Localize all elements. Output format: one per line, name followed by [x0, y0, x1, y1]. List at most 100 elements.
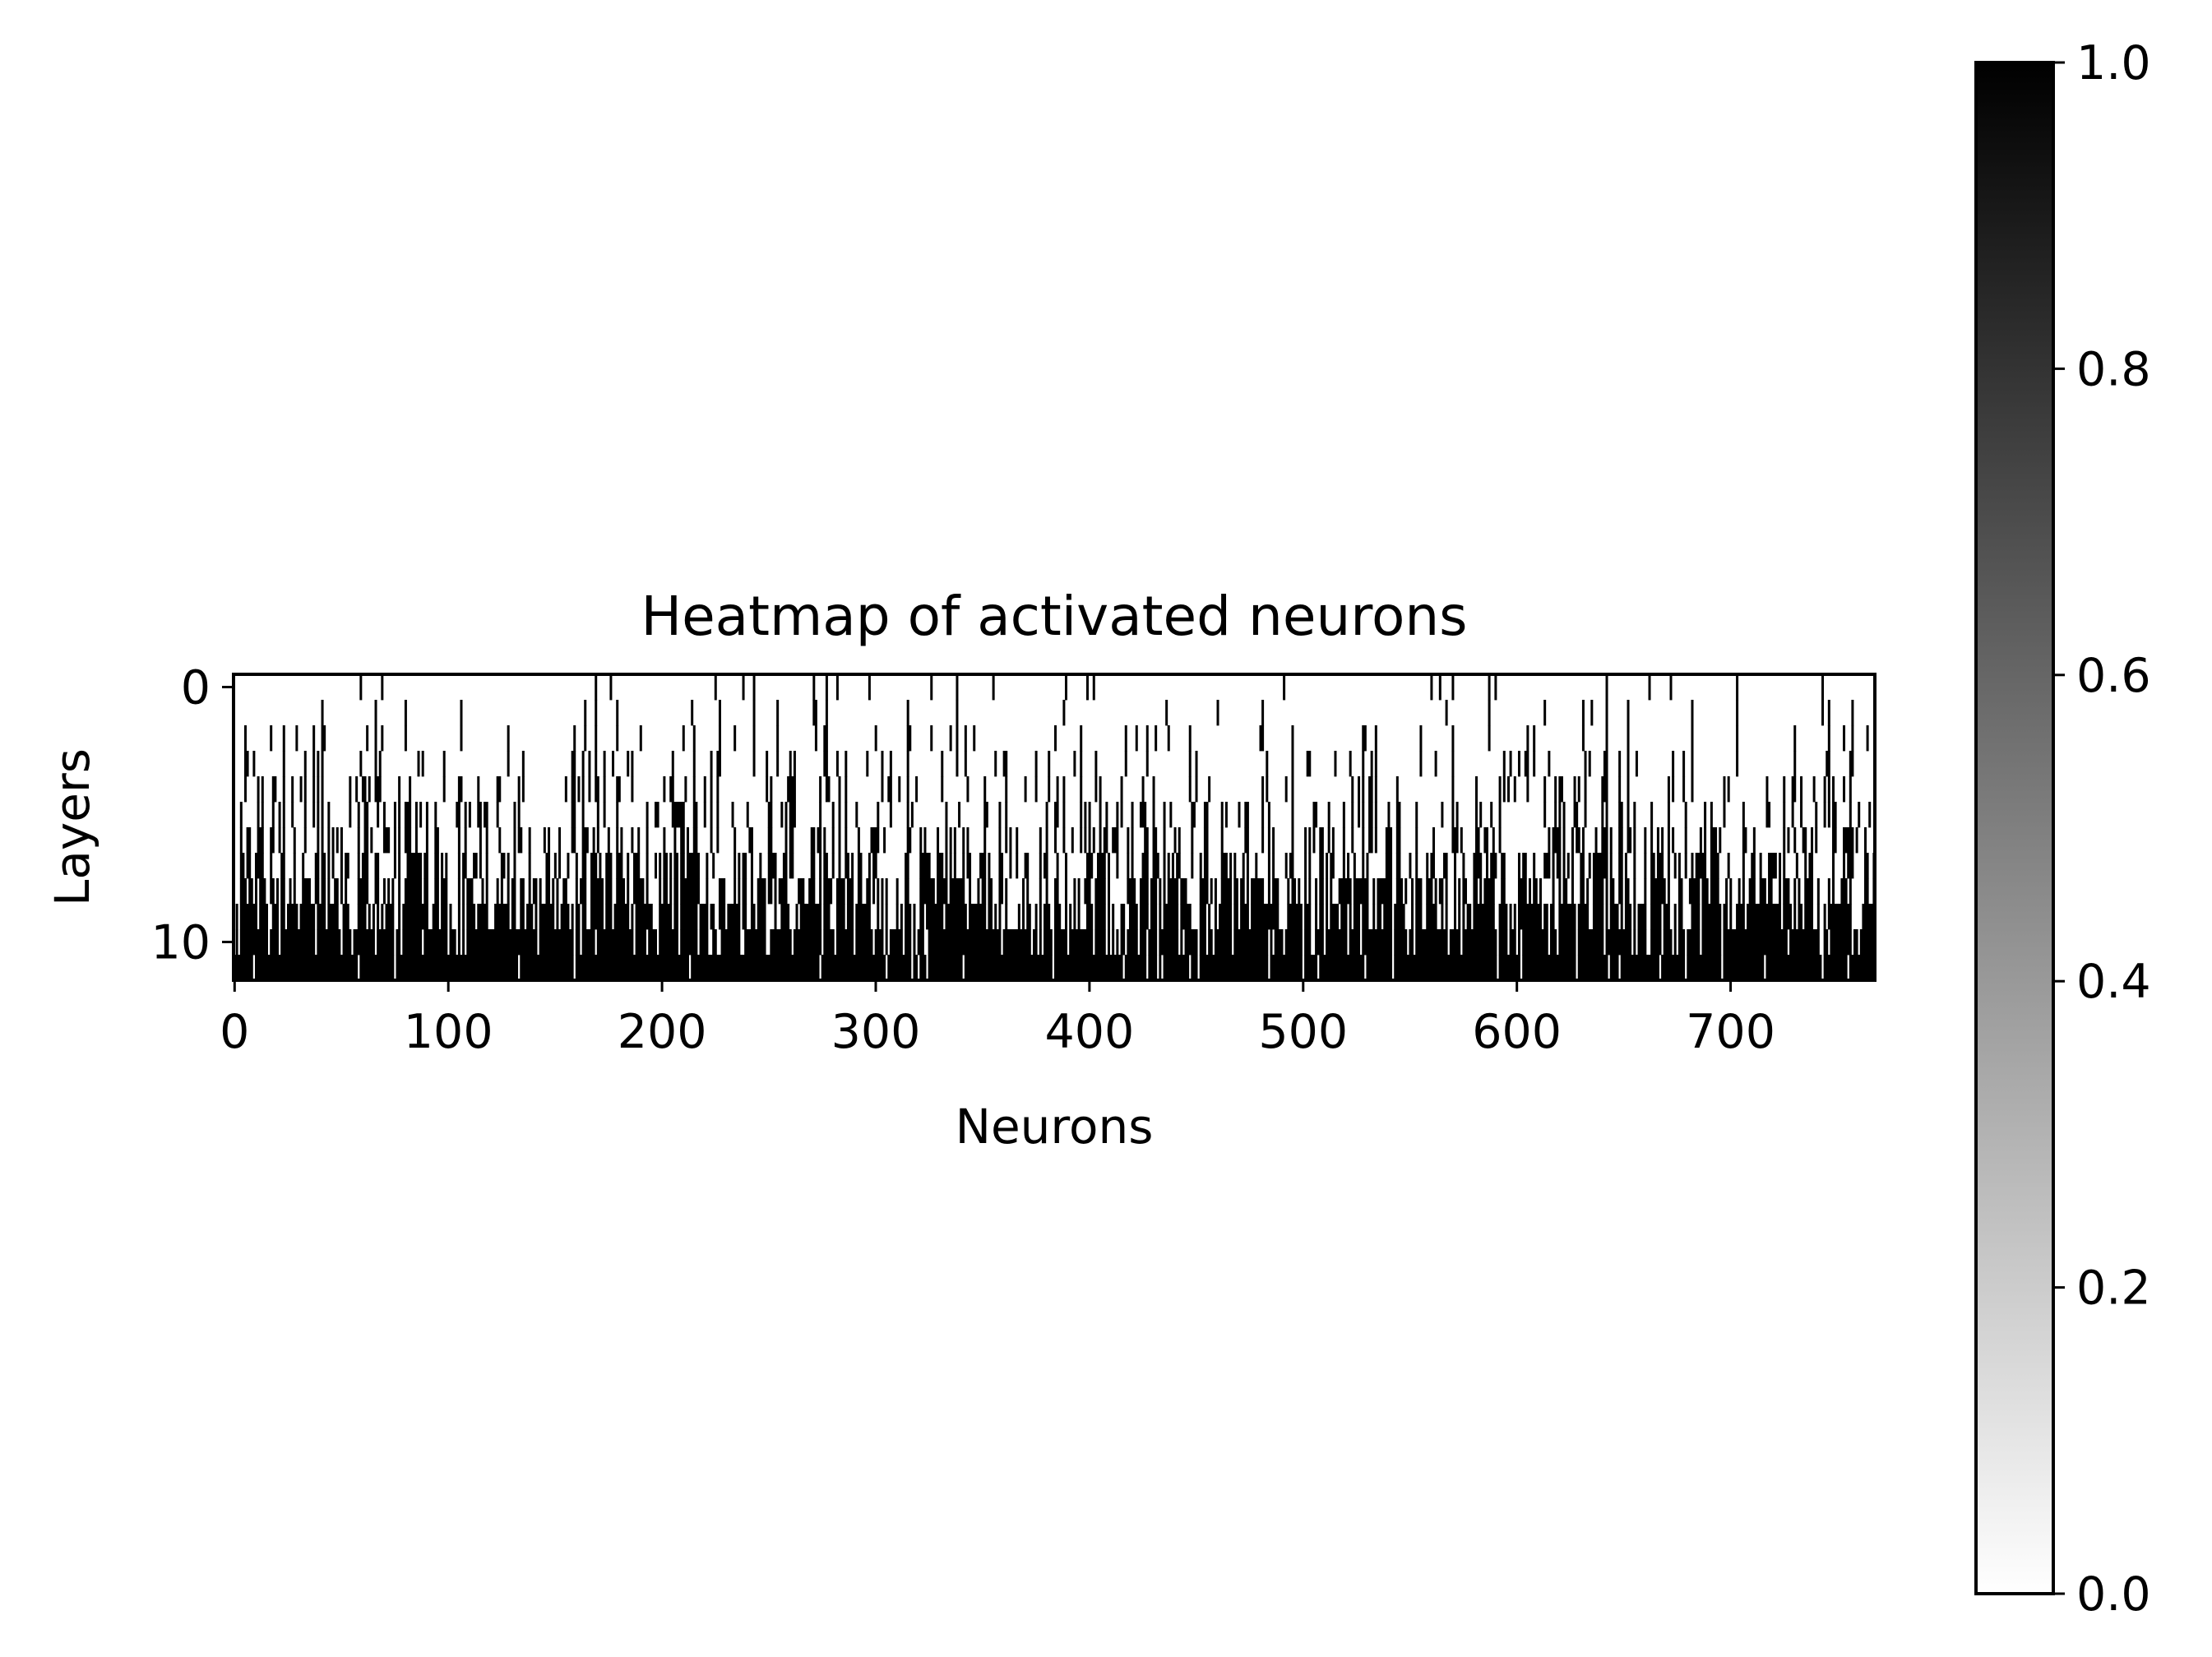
heatmap-cell — [906, 827, 912, 854]
heatmap-cell — [1135, 725, 1138, 752]
heatmap-cell — [1605, 725, 1608, 752]
y-tick-label: 0 — [181, 661, 211, 715]
heatmap-cell — [398, 802, 401, 828]
heatmap-cell — [1116, 802, 1119, 828]
heatmap-cell — [575, 878, 578, 905]
heatmap-cell — [1682, 751, 1686, 777]
heatmap-cell — [1742, 878, 1745, 905]
heatmap-cell — [239, 802, 243, 828]
heatmap-cell — [564, 776, 567, 803]
heatmap-cell — [635, 904, 653, 930]
heatmap-cell — [1603, 751, 1608, 777]
heatmap-cell — [270, 929, 279, 956]
heatmap-cell — [1650, 878, 1666, 905]
heatmap-cell — [1548, 751, 1551, 777]
heatmap-cell — [528, 827, 531, 854]
heatmap-cell — [1667, 853, 1670, 879]
heatmap-cell — [374, 878, 380, 905]
heatmap-cell — [1251, 904, 1280, 930]
heatmap-cell — [511, 878, 516, 905]
heatmap-cell — [1054, 802, 1059, 828]
heatmap-cell — [282, 776, 285, 803]
heatmap-cell — [434, 853, 439, 879]
heatmap-cell — [1783, 802, 1786, 828]
heatmap-cell — [845, 853, 849, 879]
heatmap-cell — [789, 751, 792, 777]
heatmap-cell — [1601, 802, 1604, 828]
heatmap-cell — [353, 929, 375, 956]
heatmap-cell — [1710, 827, 1718, 854]
heatmap-cell — [1678, 878, 1683, 905]
heatmap-cell — [1044, 904, 1051, 930]
heatmap-cell — [1441, 802, 1444, 828]
heatmap-cell — [595, 776, 599, 803]
heatmap-cell — [361, 776, 367, 803]
heatmap-cell — [1005, 878, 1008, 905]
heatmap-cell — [581, 751, 585, 777]
heatmap-cell — [590, 904, 604, 930]
heatmap-cell — [1394, 929, 1408, 956]
heatmap-cell — [671, 751, 674, 777]
heatmap-cell — [1220, 827, 1224, 854]
heatmap-cell — [377, 904, 380, 930]
colorbar-tick-label: 0.8 — [2076, 342, 2151, 396]
heatmap-cell — [1415, 904, 1423, 930]
heatmap-cell — [648, 929, 657, 956]
heatmap-cell — [1800, 776, 1803, 803]
heatmap-cell — [627, 878, 630, 905]
heatmap-cell — [1312, 827, 1316, 854]
heatmap-cell — [1240, 878, 1245, 905]
heatmap-cell — [1832, 827, 1837, 854]
heatmap-cell — [1445, 700, 1448, 726]
heatmap-cell — [425, 802, 428, 828]
heatmap-cell — [1349, 751, 1352, 777]
heatmap-cell — [1533, 751, 1536, 777]
heatmap-cell — [1034, 904, 1038, 930]
heatmap-cell — [257, 776, 260, 803]
heatmap-cell — [1159, 878, 1162, 905]
heatmap-cell — [1409, 929, 1414, 956]
heatmap-cell — [1124, 751, 1127, 777]
heatmap-cell — [517, 802, 521, 828]
heatmap-cell — [1016, 853, 1019, 879]
heatmap-cell — [374, 751, 377, 777]
heatmap-cell — [1449, 929, 1461, 956]
heatmap-cell — [1180, 904, 1192, 930]
heatmap-cell — [1793, 725, 1797, 752]
heatmap-cell — [1498, 802, 1502, 828]
heatmap-cell — [327, 853, 331, 879]
heatmap-cell — [855, 904, 871, 930]
heatmap-cell — [1351, 802, 1354, 828]
heatmap-cell — [881, 751, 884, 777]
heatmap-cell — [1695, 853, 1707, 879]
heatmap-cell — [789, 802, 796, 828]
heatmap-cell — [1723, 929, 1788, 956]
heatmap-cell — [1581, 700, 1585, 726]
heatmap-cell — [1432, 827, 1436, 854]
heatmap-cell — [1768, 853, 1777, 879]
heatmap-cell — [710, 751, 713, 777]
heatmap-cell — [607, 827, 610, 854]
heatmap-cell — [321, 751, 324, 777]
heatmap-cell — [282, 725, 285, 752]
heatmap-cell — [1562, 802, 1566, 828]
heatmap-cell — [673, 827, 677, 854]
heatmap-cell — [1473, 904, 1495, 930]
heatmap-cell — [1832, 802, 1837, 828]
colorbar-tick-label: 0.2 — [2076, 1261, 2151, 1316]
heatmap-cell — [1073, 878, 1076, 905]
heatmap-cell — [1017, 904, 1020, 930]
heatmap-cell — [1494, 674, 1497, 701]
heatmap-cell — [1272, 853, 1275, 879]
heatmap-cell — [377, 929, 395, 956]
heatmap-cell — [1434, 751, 1437, 777]
heatmap-cell — [1501, 853, 1506, 879]
heatmap-cell — [1054, 955, 1123, 981]
heatmap-cell — [1451, 674, 1455, 701]
heatmap-cell — [1107, 904, 1110, 930]
heatmap-cell — [673, 878, 678, 905]
heatmap-cell — [477, 802, 482, 828]
heatmap-cell — [1793, 827, 1797, 854]
heatmap-cell — [874, 929, 884, 956]
heatmap-cell — [1581, 725, 1585, 752]
